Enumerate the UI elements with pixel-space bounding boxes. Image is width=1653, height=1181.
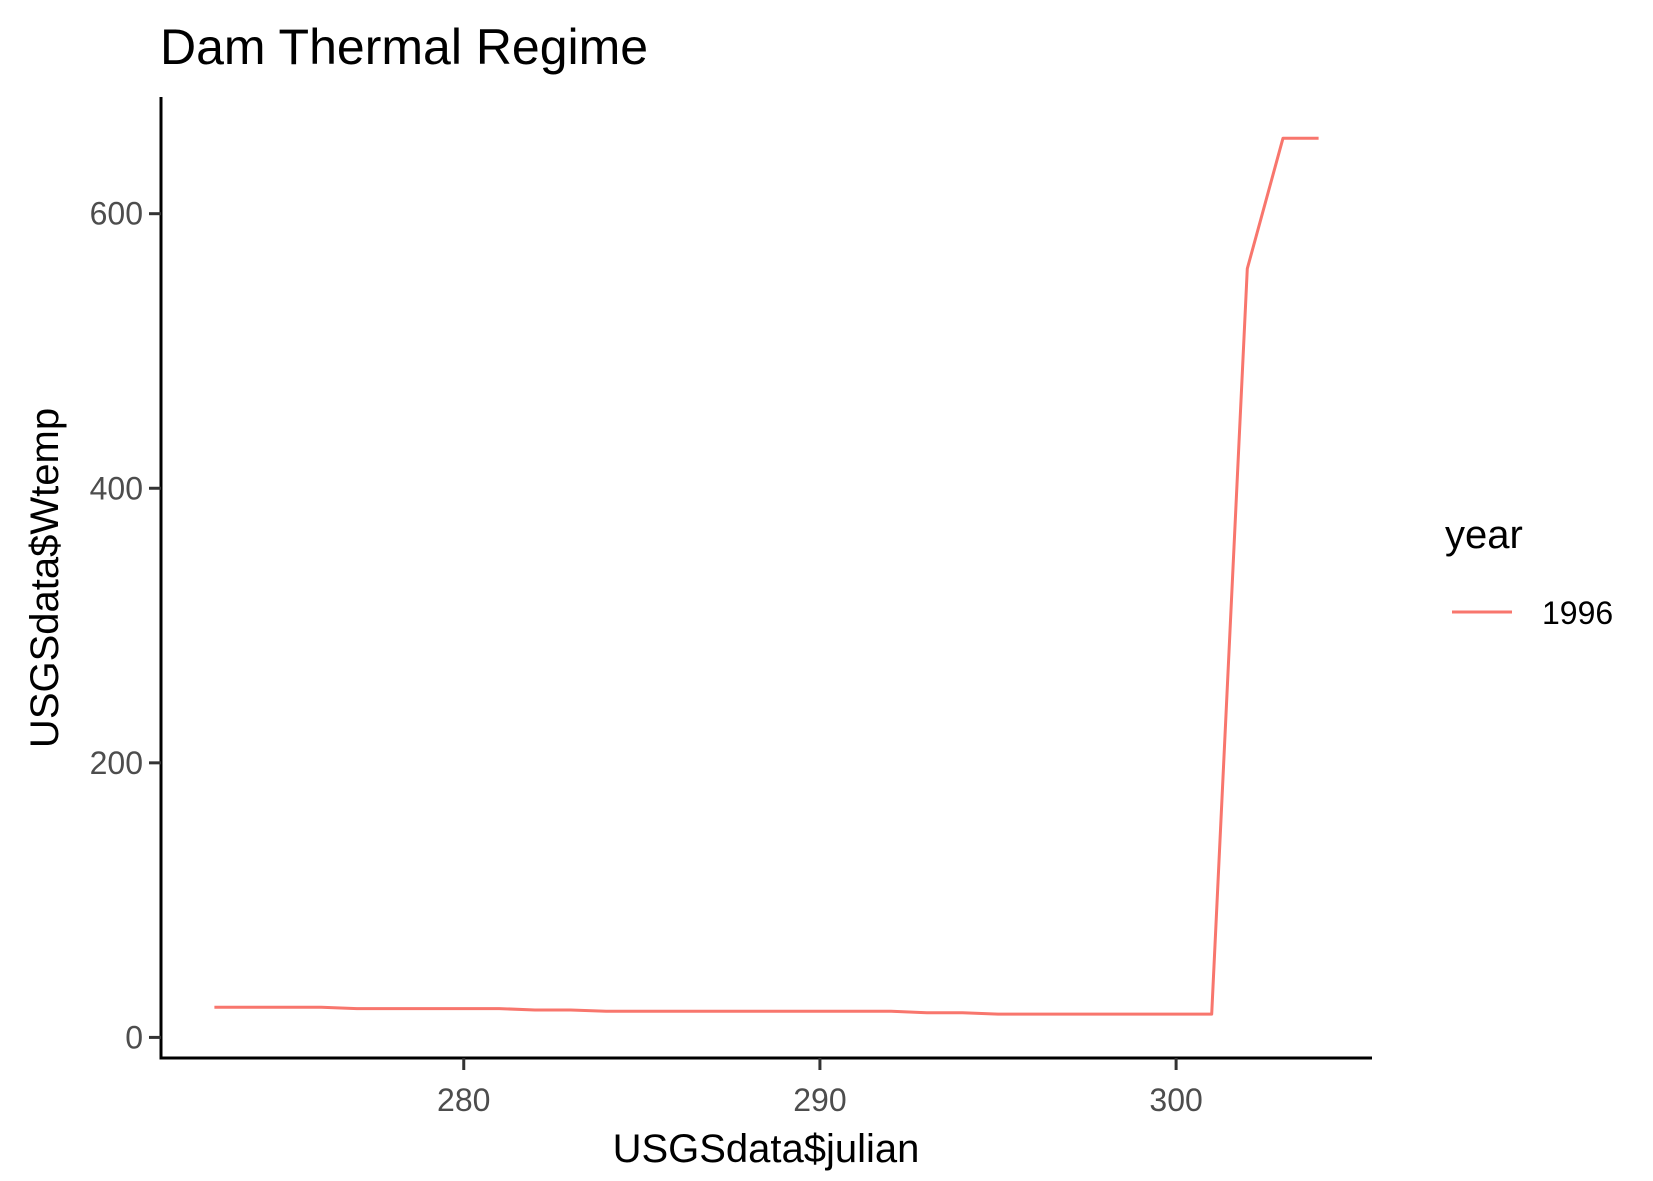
plot-area: 280 290 300 0 200 400 600 (90, 97, 1372, 1118)
x-axis-title: USGSdata$julian (613, 1127, 920, 1171)
y-tick-label: 600 (90, 196, 143, 232)
x-tick-label: 300 (1149, 1082, 1202, 1118)
legend-label-1996: 1996 (1542, 595, 1613, 631)
y-axis-ticks: 0 200 400 600 (90, 196, 161, 1055)
x-tick-label: 280 (437, 1082, 490, 1118)
y-tick-label: 0 (125, 1019, 143, 1055)
legend-title: year (1445, 513, 1523, 557)
chart-title: Dam Thermal Regime (160, 19, 648, 75)
series-layer (214, 136, 1319, 1016)
y-tick-label: 200 (90, 745, 143, 781)
legend: year 1996 (1445, 513, 1613, 631)
series-line-1996 (214, 136, 1319, 1016)
x-axis-ticks: 280 290 300 (437, 1058, 1203, 1118)
x-tick-label: 290 (793, 1082, 846, 1118)
y-axis-title: USGSdata$Wtemp (23, 408, 67, 748)
y-tick-label: 400 (90, 470, 143, 506)
